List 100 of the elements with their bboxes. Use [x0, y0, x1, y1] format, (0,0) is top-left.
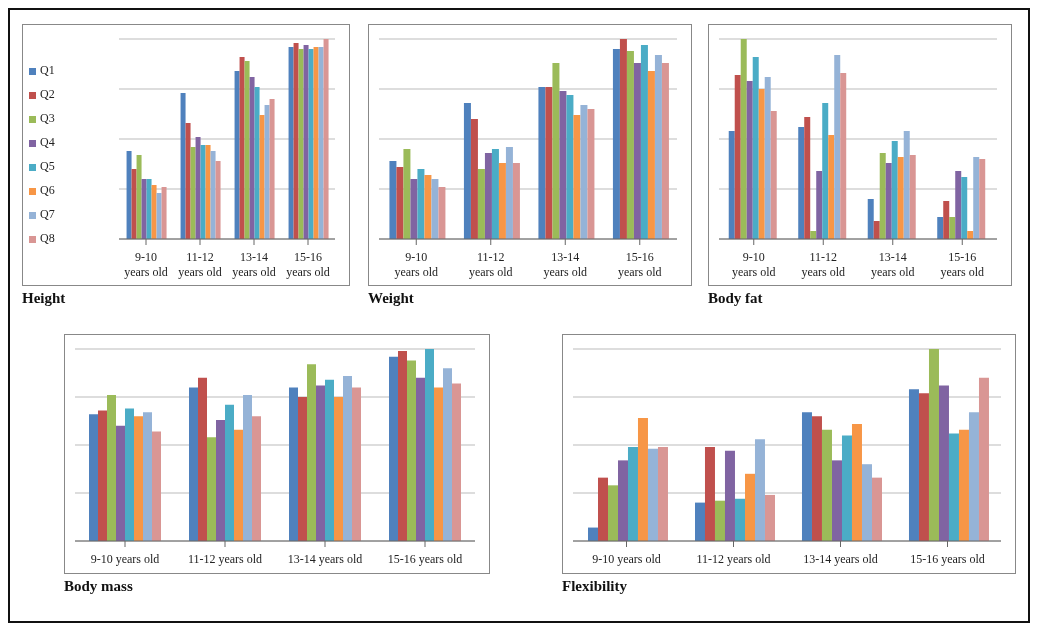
bar	[334, 397, 343, 541]
bar	[152, 431, 161, 541]
bar	[431, 179, 439, 239]
bar	[704, 446, 715, 541]
bar	[403, 149, 411, 239]
bar	[323, 39, 329, 239]
bar	[477, 169, 485, 239]
bar	[313, 47, 319, 239]
bar	[798, 127, 805, 239]
bar	[298, 49, 304, 239]
bar	[754, 439, 765, 541]
bar	[410, 179, 418, 239]
bar	[918, 393, 929, 541]
bar	[937, 217, 944, 239]
bar	[293, 43, 299, 239]
x-tick-label: 9-10 years old	[124, 250, 168, 279]
bar	[389, 161, 397, 239]
x-tick-label: 11-12 years old	[468, 250, 513, 279]
bar	[125, 408, 134, 541]
bar	[861, 464, 872, 541]
bar	[200, 145, 206, 239]
legend-label: Q3	[40, 111, 55, 125]
bar	[298, 397, 307, 541]
bar	[559, 91, 567, 239]
bar	[234, 71, 240, 239]
bar	[694, 502, 705, 541]
bar	[146, 179, 152, 239]
x-tick-label: 11-12 years old	[178, 250, 222, 279]
bar	[424, 175, 432, 239]
bar	[891, 141, 898, 239]
bar	[151, 185, 157, 239]
bar	[828, 135, 835, 239]
bar	[928, 349, 939, 541]
bar	[885, 163, 892, 239]
text: Flexibility	[562, 578, 628, 595]
bar	[734, 498, 745, 541]
x-tick-label: 13-14 years old	[803, 552, 878, 566]
bar	[185, 123, 191, 239]
bar	[973, 157, 980, 239]
x-tick-label: 15-16 years old	[910, 552, 985, 566]
legend-label: Q7	[40, 207, 55, 221]
bar	[637, 418, 648, 541]
bar	[657, 446, 668, 541]
bar	[498, 163, 506, 239]
bar	[804, 117, 811, 239]
bar	[619, 39, 627, 239]
text: Height	[22, 290, 67, 307]
legend-label: Q6	[40, 183, 55, 197]
bar	[746, 81, 753, 239]
bar	[728, 131, 735, 239]
bar	[811, 416, 822, 541]
bar	[259, 115, 265, 239]
bar	[195, 137, 201, 239]
bar	[225, 404, 234, 541]
bar	[244, 61, 250, 239]
bar	[566, 95, 574, 239]
legend-label: Q8	[40, 231, 55, 245]
bar	[764, 494, 775, 541]
bar	[647, 71, 655, 239]
bar	[98, 410, 107, 541]
x-tick-label: 15-16 years old	[286, 250, 330, 279]
bar	[316, 385, 325, 541]
legend-label: Q5	[40, 159, 55, 173]
bar	[580, 105, 588, 239]
bar	[909, 155, 916, 239]
bar	[871, 477, 882, 541]
bar	[417, 169, 425, 239]
bar	[903, 131, 910, 239]
legend-label: Q4	[40, 135, 55, 149]
bar	[239, 57, 245, 239]
bar	[978, 377, 989, 541]
bar	[512, 163, 520, 239]
bar	[714, 500, 725, 541]
bar	[627, 446, 638, 541]
x-tick-label: 9-10 years old	[394, 250, 439, 279]
bar	[134, 416, 143, 541]
bar	[264, 105, 270, 239]
bar	[505, 147, 513, 239]
bar	[587, 527, 598, 541]
bar	[545, 87, 553, 239]
bar	[484, 153, 492, 239]
bar	[389, 356, 398, 541]
bar	[831, 460, 842, 541]
bar	[452, 383, 461, 541]
bar	[873, 221, 880, 239]
bar	[252, 416, 261, 541]
bar	[210, 151, 216, 239]
bar	[205, 145, 211, 239]
bar	[958, 429, 969, 541]
bar	[949, 217, 956, 239]
bar	[573, 115, 581, 239]
bar	[752, 57, 759, 239]
bar	[908, 389, 919, 541]
bar	[943, 201, 950, 239]
bar	[325, 379, 334, 541]
bar	[136, 155, 142, 239]
bar	[207, 437, 216, 541]
x-tick-label: 11-12 years old	[696, 552, 771, 566]
x-tick-label: 13-14 years old	[543, 250, 588, 279]
bar	[398, 350, 407, 541]
